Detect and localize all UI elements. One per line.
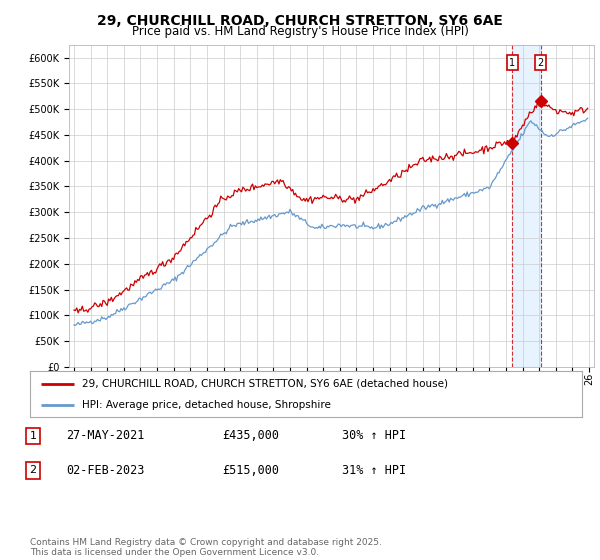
Text: Contains HM Land Registry data © Crown copyright and database right 2025.
This d: Contains HM Land Registry data © Crown c… [30,538,382,557]
Text: 31% ↑ HPI: 31% ↑ HPI [342,464,406,477]
Text: Price paid vs. HM Land Registry's House Price Index (HPI): Price paid vs. HM Land Registry's House … [131,25,469,38]
Bar [512,45,541,367]
Text: 2: 2 [29,465,37,475]
Text: 27-MAY-2021: 27-MAY-2021 [66,429,145,442]
Text: 30% ↑ HPI: 30% ↑ HPI [342,429,406,442]
Text: 29, CHURCHILL ROAD, CHURCH STRETTON, SY6 6AE (detached house): 29, CHURCHILL ROAD, CHURCH STRETTON, SY6… [82,379,448,389]
Text: 1: 1 [29,431,37,441]
Text: 1: 1 [509,58,515,68]
Text: 29, CHURCHILL ROAD, CHURCH STRETTON, SY6 6AE: 29, CHURCHILL ROAD, CHURCH STRETTON, SY6… [97,14,503,28]
Text: 2: 2 [538,58,544,68]
Text: 02-FEB-2023: 02-FEB-2023 [66,464,145,477]
Text: HPI: Average price, detached house, Shropshire: HPI: Average price, detached house, Shro… [82,400,331,410]
Text: £435,000: £435,000 [222,429,279,442]
Text: £515,000: £515,000 [222,464,279,477]
